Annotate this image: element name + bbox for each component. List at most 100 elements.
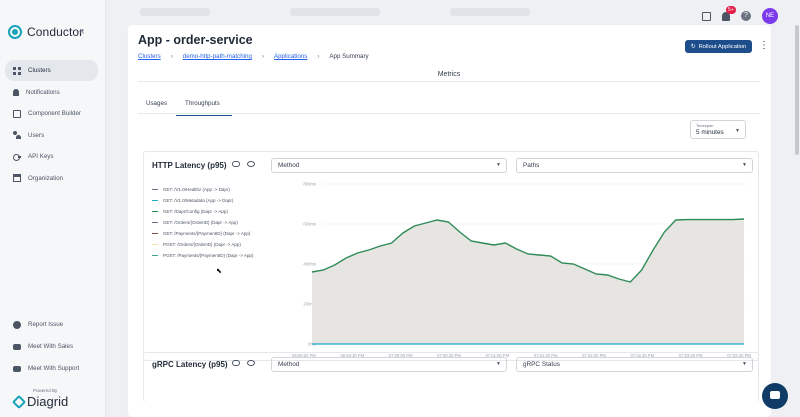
breadcrumb-applications[interactable]: Applications bbox=[273, 53, 308, 60]
timespan-label: Timespan bbox=[696, 123, 714, 128]
legend-swatch bbox=[152, 232, 158, 235]
x-tick-label: 07:01:00 PM bbox=[485, 353, 509, 358]
support-chat-button[interactable] bbox=[762, 383, 788, 409]
sidebar-item-api-keys[interactable]: API Keys bbox=[5, 146, 98, 167]
breadcrumb-clusters[interactable]: Clusters bbox=[138, 53, 161, 60]
legend-item[interactable]: POST: /Payments/{PaymentID} (Dapr -> App… bbox=[152, 250, 253, 261]
legend-label: GET: /Dapr/Config (Dapr -> App) bbox=[163, 209, 228, 214]
x-tick-label: 07:02:30 PM bbox=[630, 353, 654, 358]
legend-swatch bbox=[152, 188, 158, 191]
sidebar-item-label: Meet With Sales bbox=[28, 343, 74, 351]
paths-select[interactable]: Paths ▼ bbox=[516, 158, 753, 173]
legend-label: POST: /Orders/{OrderID} (Dapr -> App) bbox=[163, 242, 241, 247]
link-icon[interactable] bbox=[232, 161, 240, 167]
help-icon[interactable]: ? bbox=[741, 11, 751, 21]
sidebar: Conductor « Clusters Notifications Compo… bbox=[0, 0, 106, 417]
tab-throughputs[interactable]: Throughputs bbox=[175, 98, 232, 116]
legend-label: POST: /Payments/{PaymentID} (Dapr -> App… bbox=[163, 253, 254, 258]
chat-icon bbox=[13, 343, 21, 350]
chevron-down-icon: ▼ bbox=[742, 162, 747, 168]
more-options-icon[interactable]: ⋮ bbox=[759, 40, 769, 51]
report-issue-link[interactable]: Report Issue bbox=[5, 314, 98, 336]
sidebar-bottom-nav: Report Issue Meet With Sales Meet With S… bbox=[5, 314, 98, 380]
sidebar-nav: Clusters Notifications Component Builder… bbox=[5, 60, 98, 190]
x-tick-label: 06:59:30 PM bbox=[340, 353, 364, 358]
rollout-button-label: Rollout Application bbox=[698, 43, 747, 50]
meet-with-support-link[interactable]: Meet With Support bbox=[5, 358, 98, 380]
chevron-down-icon: ▼ bbox=[496, 162, 501, 168]
breadcrumb-current: App Summary bbox=[329, 53, 369, 60]
y-tick-label: 400ms bbox=[303, 262, 316, 267]
mouse-cursor-icon: ⬉ bbox=[216, 268, 222, 275]
chevron-down-icon: ▼ bbox=[496, 361, 501, 367]
legend-swatch bbox=[152, 210, 158, 213]
legend-label: GET: /V1.0/Healthz (App -> Dapr) bbox=[163, 187, 230, 192]
builder-icon bbox=[13, 109, 21, 118]
sidebar-item-label: API Keys bbox=[28, 153, 54, 161]
notifications-bell-icon[interactable]: 5+ bbox=[722, 5, 736, 21]
grpc-status-placeholder: gRPC Status bbox=[523, 361, 560, 368]
paths-placeholder: Paths bbox=[523, 162, 540, 169]
brand-logo[interactable]: Conductor bbox=[8, 25, 83, 39]
x-tick-label: 07:00:00 PM bbox=[389, 353, 413, 358]
sidebar-item-component-builder[interactable]: Component Builder bbox=[5, 103, 98, 124]
y-tick-label: 200ms bbox=[303, 302, 316, 307]
refresh-icon: ↻ bbox=[690, 43, 696, 50]
x-tick-label: 07:01:30 PM bbox=[534, 353, 558, 358]
grpc-status-select[interactable]: gRPC Status ▼ bbox=[516, 357, 753, 372]
sidebar-item-clusters[interactable]: Clusters bbox=[5, 60, 98, 81]
legend-item[interactable]: GET: /V1.0/Metadata (App -> Dapr) bbox=[152, 195, 253, 206]
diagrid-name: Diagrid bbox=[27, 394, 69, 409]
legend-item[interactable]: GET: /V1.0/Healthz (App -> Dapr) bbox=[152, 184, 253, 195]
http-latency-title: HTTP Latency (p95) bbox=[152, 161, 227, 170]
github-icon bbox=[13, 320, 21, 329]
rollout-application-button[interactable]: ↻ Rollout Application bbox=[685, 40, 752, 53]
link-icon[interactable] bbox=[232, 360, 240, 366]
sidebar-item-notifications[interactable]: Notifications bbox=[5, 82, 98, 103]
breadcrumb-separator: › bbox=[170, 53, 173, 60]
series-area-fill bbox=[312, 219, 744, 344]
diagrid-logo-icon bbox=[11, 394, 27, 409]
method-select[interactable]: Method ▼ bbox=[271, 158, 507, 173]
top-bar-blurred bbox=[140, 8, 210, 16]
method-placeholder: Method bbox=[278, 162, 300, 169]
legend-item[interactable]: GET: /Orders/{OrderID} (Dapr -> App) bbox=[152, 217, 253, 228]
legend-swatch bbox=[152, 199, 158, 202]
tab-usages[interactable]: Usages bbox=[146, 100, 167, 107]
docs-icon[interactable] bbox=[702, 11, 711, 21]
legend-item[interactable]: GET: /Dapr/Config (Dapr -> App) bbox=[152, 206, 253, 217]
legend-item[interactable]: POST: /Orders/{OrderID} (Dapr -> App) bbox=[152, 239, 253, 250]
timespan-select[interactable]: Timespan 5 minutes ▼ bbox=[690, 120, 746, 139]
timespan-value: 5 minutes bbox=[696, 129, 724, 136]
grpc-method-select[interactable]: Method ▼ bbox=[271, 357, 507, 372]
collapse-sidebar-icon[interactable]: « bbox=[79, 26, 85, 37]
avatar[interactable]: NE bbox=[762, 8, 778, 24]
chart-legend: GET: /V1.0/Healthz (App -> Dapr) GET: /V… bbox=[152, 184, 253, 261]
users-icon bbox=[13, 131, 21, 140]
legend-item[interactable]: GET: /Payments/{PaymentID} (Dapr -> App) bbox=[152, 228, 253, 239]
org-icon bbox=[13, 174, 21, 183]
main-panel: App - order-service Clusters › demo-http… bbox=[128, 25, 771, 417]
method-placeholder: Method bbox=[278, 361, 300, 368]
http-latency-chart: 800ms600ms400ms200ms0ms06:59:00 PM06:59:… bbox=[292, 182, 751, 359]
bell-icon bbox=[13, 88, 19, 96]
top-bar-blurred bbox=[450, 8, 530, 16]
top-bar-blurred bbox=[290, 8, 380, 16]
sidebar-item-organization[interactable]: Organization bbox=[5, 168, 98, 189]
hide-icon[interactable] bbox=[247, 161, 255, 167]
meet-with-sales-link[interactable]: Meet With Sales bbox=[5, 336, 98, 358]
breadcrumb-cluster[interactable]: demo-http-path-matching bbox=[182, 53, 252, 60]
grpc-latency-title: gRPC Latency (p95) bbox=[152, 360, 228, 369]
sidebar-item-label: Report Issue bbox=[28, 321, 64, 329]
sidebar-item-users[interactable]: Users bbox=[5, 125, 98, 146]
key-icon bbox=[13, 153, 21, 161]
sidebar-item-label: Component Builder bbox=[28, 110, 81, 118]
x-tick-label: 07:03:30 PM bbox=[727, 353, 751, 358]
breadcrumb-separator: › bbox=[261, 53, 264, 60]
x-tick-label: 07:00:30 PM bbox=[437, 353, 461, 358]
page-scrollbar[interactable] bbox=[795, 25, 799, 155]
hide-icon[interactable] bbox=[247, 360, 255, 366]
notification-badge: 5+ bbox=[726, 5, 736, 14]
powered-by-label: Powered By bbox=[33, 388, 58, 393]
chevron-down-icon: ▼ bbox=[742, 361, 747, 367]
